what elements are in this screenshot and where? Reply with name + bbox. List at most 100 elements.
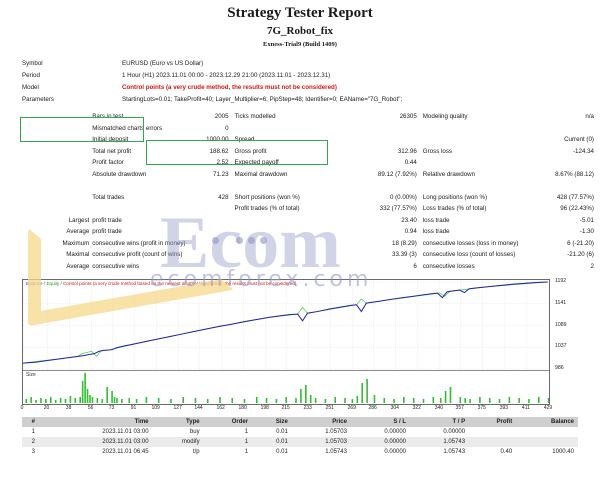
chart-y-axis: 1192 1141 1089 1037 986 bbox=[552, 278, 578, 371]
legend-equity: Equity bbox=[46, 281, 60, 286]
table-column-header[interactable]: T / P bbox=[410, 417, 470, 427]
x-tick-label: 127 bbox=[173, 405, 182, 411]
x-tick-label: 162 bbox=[216, 405, 225, 411]
stat-name-1: profit trade bbox=[92, 228, 122, 236]
table-column-header[interactable]: # bbox=[22, 417, 45, 427]
x-tick-label: 411 bbox=[521, 405, 530, 411]
table-cell-profit bbox=[469, 437, 517, 447]
stat-value-2: 18 (8.29) bbox=[392, 239, 417, 247]
stat-name-3: consecutive losses bbox=[422, 262, 475, 270]
stat-row: Total net profit 188.62 Gross profit 312.96… bbox=[0, 146, 600, 158]
stat-value-3: 428 (77.57%) bbox=[556, 193, 594, 201]
table-cell-num: 2 bbox=[22, 437, 45, 447]
table-cell-tp: 0.00000 bbox=[443, 429, 466, 435]
stat-row: Average consecutive wins 6 consecutive loss… bbox=[0, 261, 600, 273]
stat-value-2: 0.94 bbox=[404, 228, 417, 236]
table-cell-price: 1.05703 bbox=[325, 429, 347, 435]
param-value: 1 Hour (H1) 2023.11.01 00:00 - 2023.12.2… bbox=[122, 71, 331, 79]
x-tick-label: 91 bbox=[130, 405, 137, 411]
table-row[interactable]: 2 2023.11.01 03:00 modify 1 0.01 1.05703 0.000… bbox=[22, 437, 578, 447]
param-value-model: Control points (a very crude method, the… bbox=[122, 83, 337, 91]
size-label: Size bbox=[26, 372, 36, 378]
table-row[interactable]: 1 2023.11.01 03:00 buy 1 0.01 1.05703 0.00000 0… bbox=[22, 427, 578, 437]
stat-name-1: Total net profit bbox=[92, 147, 132, 155]
stat-name-3: consecutive loss (count of losses) bbox=[422, 251, 516, 259]
legend-sep-1: / bbox=[42, 281, 47, 286]
param-label: Period bbox=[22, 71, 40, 79]
broker-build: Exness-Trial9 (Build 1409) bbox=[263, 41, 337, 48]
chart-legend: Balance / Equity / Control points (a ver… bbox=[26, 281, 296, 286]
table-cell-price: 1.05703 bbox=[291, 437, 351, 447]
stat-name-3: consecutive losses (loss in money) bbox=[422, 239, 519, 247]
table-cell-size: 0.01 bbox=[276, 449, 288, 455]
table-cell-num: 1 bbox=[31, 429, 35, 435]
stat-value-1: 0 bbox=[225, 124, 229, 132]
stat-row: Profit trades (% of total) 332 (77.57%) Lo… bbox=[0, 203, 600, 215]
param-label: Symbol bbox=[22, 59, 43, 67]
x-tick-label: 393 bbox=[499, 405, 509, 411]
table-cell-type: modify bbox=[152, 437, 204, 447]
page-title: Strategy Tester Report bbox=[227, 5, 373, 21]
stat-name-3: Modeling quality bbox=[422, 113, 468, 121]
table-column-header[interactable]: Price bbox=[291, 417, 351, 427]
stat-name-1: Initial deposit bbox=[92, 136, 129, 144]
table-cell-time: 2023.11.01 03:00 bbox=[44, 437, 153, 447]
param-row: Parameters StartingLots=0.01; TakeProfit… bbox=[0, 93, 600, 105]
x-tick-label: 38 bbox=[65, 405, 72, 411]
parameters-section: Symbol EURUSD (Euro vs US Dollar) Period… bbox=[0, 57, 600, 105]
table-cell-profit bbox=[469, 427, 516, 437]
stat-qualifier: Maximum bbox=[62, 239, 90, 247]
table-cell-tp: 1.05743 bbox=[443, 449, 466, 455]
x-tick-label: 251 bbox=[325, 405, 334, 411]
stat-name-2: Ticks modelled bbox=[234, 113, 276, 121]
stat-value-1: 188.62 bbox=[209, 147, 229, 155]
stat-name-1: profit trade bbox=[92, 216, 122, 224]
stat-name-3: loss trade bbox=[422, 216, 450, 224]
table-column-header[interactable]: Balance bbox=[516, 417, 578, 427]
stat-name-3: Relative drawdown bbox=[422, 170, 476, 178]
table-column-header[interactable]: Order bbox=[203, 417, 253, 427]
stat-name-1: consecutive wins bbox=[92, 262, 140, 270]
stat-name-1: Mismatched charts errors bbox=[92, 124, 163, 132]
table-column-header[interactable]: S / L bbox=[350, 417, 411, 427]
stat-name-1: consecutive wins (profit in money) bbox=[92, 239, 186, 247]
y-tick-label: 986 bbox=[555, 365, 564, 371]
chart-x-axis: 0 20 38 56 73 91 109 127 144 162 180 198 215 233 251 26… bbox=[21, 405, 553, 415]
x-tick-label: 20 bbox=[43, 405, 50, 411]
table-column-header[interactable]: Type bbox=[152, 417, 204, 427]
x-tick-label: 304 bbox=[390, 405, 399, 411]
stat-value-1: 1000.00 bbox=[206, 136, 229, 144]
stat-qualifier: Average bbox=[66, 228, 90, 236]
param-label: Parameters bbox=[22, 95, 54, 103]
stat-row: Bars in test 2005 Ticks modelled 26305 Model… bbox=[0, 111, 600, 123]
table-column-header[interactable]: Size bbox=[252, 417, 292, 427]
stat-value-2: 312.96 bbox=[397, 147, 417, 155]
x-tick-label: 233 bbox=[303, 405, 312, 411]
stat-row: Maximum consecutive wins (profit in money… bbox=[0, 238, 600, 250]
param-value: EURUSD (Euro vs US Dollar) bbox=[122, 59, 204, 67]
legend-sep-2: / bbox=[59, 281, 64, 286]
table-cell-time: 2023.11.01 06:45 bbox=[102, 449, 149, 455]
table-cell-balance bbox=[516, 437, 578, 447]
stat-qualifier: Average bbox=[66, 262, 90, 270]
stat-name-2: Profit trades (% of total) bbox=[234, 205, 300, 213]
table-cell-sl: 0.00000 bbox=[384, 429, 407, 435]
x-tick-label: 322 bbox=[412, 405, 421, 411]
table-row[interactable]: 3 2023.11.01 06:45 t/p 1 0.01 1.05743 0.00000 1… bbox=[22, 447, 578, 457]
table-cell-num: 3 bbox=[31, 449, 35, 455]
table-cell-balance bbox=[516, 427, 578, 437]
x-tick-label: 429 bbox=[543, 405, 553, 411]
param-row: Symbol EURUSD (Euro vs US Dollar) bbox=[0, 57, 600, 69]
stat-value-3: 6 (-21.20) bbox=[567, 239, 594, 247]
table-column-header[interactable]: Time bbox=[44, 417, 153, 427]
param-label: Model bbox=[22, 83, 39, 91]
stat-name-1: Absolute drawdown bbox=[92, 170, 147, 178]
stat-name-1: consecutive profit (count of wins) bbox=[92, 251, 183, 259]
table-column-header[interactable]: Profit bbox=[469, 417, 517, 427]
stat-value-2: 33.39 (3) bbox=[392, 251, 417, 259]
stat-qualifier: Maximal bbox=[66, 251, 90, 259]
table-cell-order: 1 bbox=[203, 437, 253, 447]
stat-row: Initial deposit 1000.00 Spread Current (0) bbox=[0, 134, 600, 146]
x-tick-label: 215 bbox=[281, 405, 290, 411]
